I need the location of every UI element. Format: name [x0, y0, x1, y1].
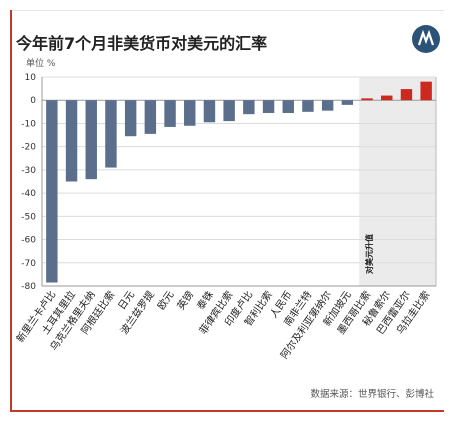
bar: [46, 100, 58, 283]
bar: [341, 100, 354, 105]
x-category-label: 欧元: [155, 289, 176, 312]
data-source: 数据来源：世界银行、彭博社: [310, 389, 434, 400]
bar: [184, 100, 196, 126]
y-tick-label: -10: [21, 119, 36, 129]
bar: [65, 100, 78, 182]
y-tick-label: -60: [21, 236, 36, 246]
appreciation-annotation: 对美元升值: [364, 234, 374, 274]
bar: [262, 100, 275, 113]
bar: [381, 95, 393, 101]
y-tick-label: 0: [30, 96, 36, 106]
y-tick-label: -30: [21, 166, 36, 176]
bar: [321, 100, 334, 111]
bar: [420, 81, 432, 101]
bar: [282, 100, 294, 113]
y-tick-label: -20: [21, 143, 36, 153]
bar: [243, 100, 255, 115]
bar: [124, 100, 137, 137]
bar: [223, 100, 235, 122]
bar: [302, 100, 314, 112]
y-tick-label: -70: [21, 259, 36, 269]
chart-title: 今年前7个月非美货币对美元的汇率: [16, 34, 268, 53]
bar: [400, 89, 413, 101]
y-tick-label: -40: [21, 189, 36, 199]
bar: [85, 100, 97, 180]
bar: [144, 100, 157, 134]
x-category-label: 英镑: [174, 288, 196, 312]
publisher-logo-icon: [412, 25, 440, 53]
bar: [361, 98, 373, 101]
y-tick-label: 10: [25, 73, 37, 83]
appreciation-band: [359, 77, 436, 286]
top-divider: [12, 10, 444, 11]
y-tick-label: -80: [21, 282, 36, 292]
bar: [164, 100, 176, 127]
bar: [203, 100, 216, 123]
unit-label: 单位 %: [26, 59, 56, 69]
bar: [105, 100, 117, 168]
y-tick-label: -50: [21, 212, 36, 222]
